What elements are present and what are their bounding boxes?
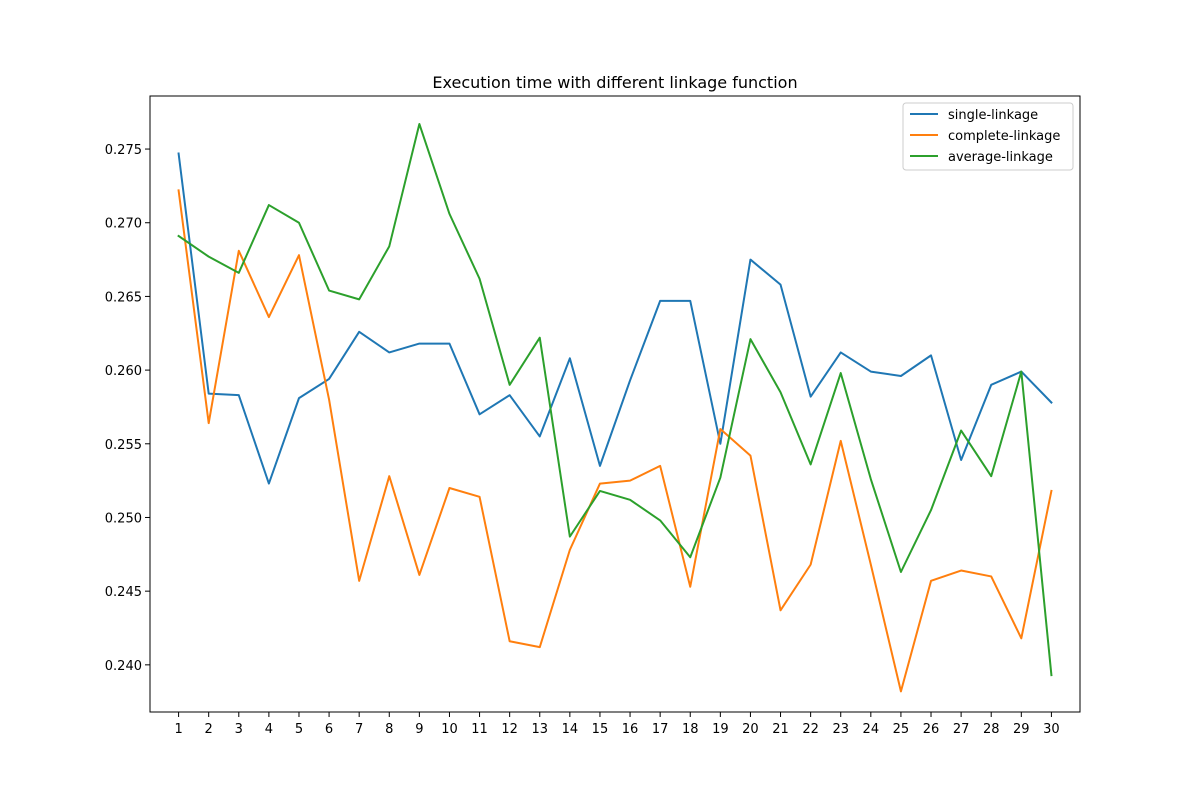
x-tick-label: 1	[174, 722, 182, 737]
x-tick-label: 23	[832, 722, 849, 737]
x-tick-label: 25	[893, 722, 910, 737]
x-tick-label: 24	[863, 722, 880, 737]
x-tick-label: 26	[923, 722, 940, 737]
x-tick-label: 20	[742, 722, 759, 737]
y-tick-label: 0.265	[105, 290, 142, 305]
x-tick-label: 21	[772, 722, 789, 737]
x-tick-label: 15	[592, 722, 609, 737]
x-tick-label: 8	[385, 722, 393, 737]
series-line-complete-linkage	[177, 189, 1053, 693]
legend-frame	[902, 102, 1074, 171]
x-tick-label: 19	[712, 722, 729, 737]
chart-title: Execution time with different linkage fu…	[432, 73, 797, 92]
x-tick-label: 3	[235, 722, 243, 737]
legend-label-average-linkage: average-linkage	[948, 150, 1053, 165]
x-tick-label: 4	[265, 722, 273, 737]
x-tick-label: 28	[983, 722, 1000, 737]
y-tick-label: 0.240	[105, 659, 142, 674]
y-tick-label: 0.245	[105, 585, 142, 600]
x-tick-label: 14	[562, 722, 579, 737]
x-tick-label: 30	[1043, 722, 1060, 737]
legend-label-complete-linkage: complete-linkage	[948, 129, 1060, 144]
x-tick-label: 9	[415, 722, 423, 737]
x-tick-label: 10	[441, 722, 458, 737]
plot-area	[149, 95, 1081, 713]
y-axis: 0.240 0.245 0.250 0.255 0.260 0.265 0.270 0.275	[105, 143, 150, 674]
x-tick-label: 27	[953, 722, 970, 737]
x-tick-label: 22	[802, 722, 819, 737]
series-group	[177, 123, 1053, 693]
x-tick-label: 18	[682, 722, 699, 737]
x-tick-label: 7	[355, 722, 363, 737]
y-tick-label: 0.270	[105, 217, 142, 232]
x-tick-label: 12	[501, 722, 518, 737]
y-tick-label: 0.275	[105, 143, 142, 158]
x-tick-label: 16	[622, 722, 639, 737]
x-tick-label: 6	[325, 722, 333, 737]
x-tick-label: 17	[652, 722, 669, 737]
x-axis: 1 2 3 4 5 6 7 8 9 10 11 12 13 14 15 16 17 18 19 20 21 22 23 24 2…	[174, 712, 1060, 737]
y-tick-label: 0.250	[105, 511, 142, 526]
legend: single-linkage complete-linkage average-li…	[902, 102, 1074, 171]
legend-label-single-linkage: single-linkage	[948, 108, 1038, 123]
x-tick-label: 5	[295, 722, 303, 737]
series-line-single-linkage	[177, 152, 1053, 485]
x-tick-label: 2	[205, 722, 213, 737]
x-tick-label: 29	[1013, 722, 1030, 737]
plot-frame	[149, 95, 1081, 713]
y-tick-label: 0.255	[105, 438, 142, 453]
x-tick-label: 13	[531, 722, 548, 737]
series-line-average-linkage	[177, 123, 1053, 677]
x-tick-label: 11	[471, 722, 488, 737]
y-tick-label: 0.260	[105, 364, 142, 379]
